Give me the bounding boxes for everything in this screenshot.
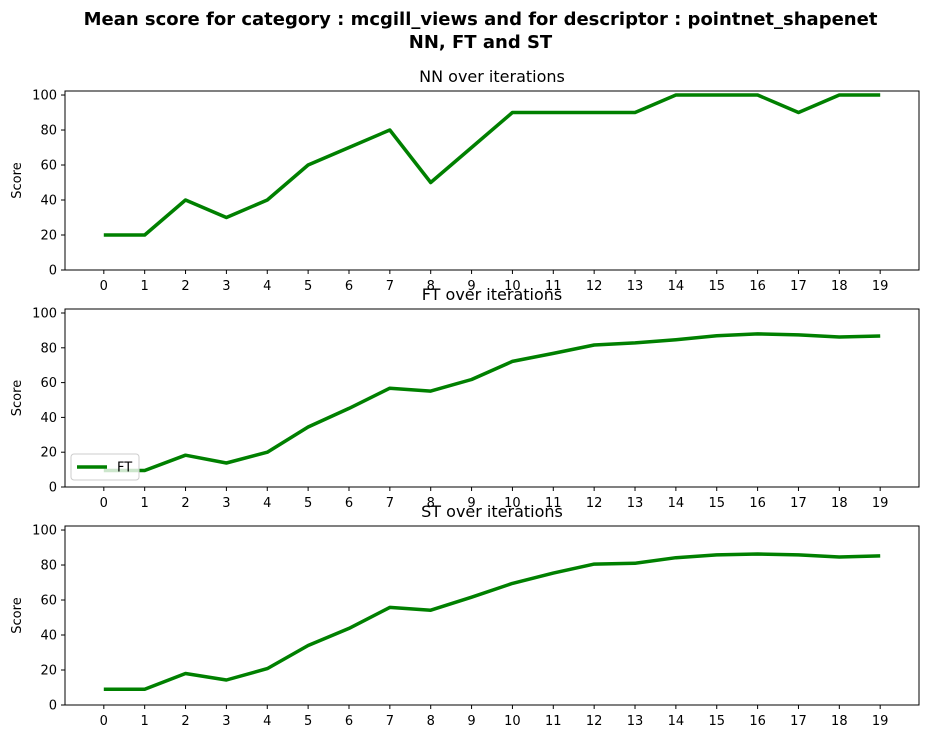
y-axis-label-1: Score [10,380,25,416]
y-tick-label: 60 [40,376,57,391]
x-tick-label: 7 [386,279,394,294]
x-tick-label: 15 [708,714,725,729]
plot-frame-0 [64,90,920,271]
x-tick-label: 11 [545,496,562,511]
y-tick-label: 80 [40,559,57,574]
x-tick-label: 13 [627,714,644,729]
x-tick-label: 10 [504,279,521,294]
y-tick-label: 60 [40,159,57,174]
y-tick-label: 20 [40,446,57,461]
y-tick-label: 20 [40,229,57,244]
x-tick-label: 11 [545,714,562,729]
series-line-0-0 [103,93,881,237]
x-tick-label: 3 [222,714,230,729]
x-tick-label: 14 [668,496,685,511]
x-tick-label: 8 [427,496,435,511]
x-tick-label: 17 [790,496,807,511]
x-tick-label: 5 [304,496,312,511]
x-tick-label: 12 [586,279,603,294]
x-tick-label: 0 [100,714,108,729]
x-tick-label: 2 [181,714,189,729]
x-tick-label: 7 [386,496,394,511]
x-tick-label: 10 [504,714,521,729]
y-tick-label: 100 [32,307,57,322]
x-tick-label: 18 [831,279,848,294]
x-tick-label: 16 [749,496,766,511]
y-tick-label: 40 [40,411,57,426]
y-axis-label-0: Score [10,162,25,198]
y-tick-label: 80 [40,124,57,139]
x-tick-label: 10 [504,496,521,511]
x-tick-label: 9 [467,279,475,294]
y-tick-label: 100 [32,524,57,539]
x-tick-label: 14 [668,714,685,729]
x-tick-label: 4 [263,496,271,511]
x-tick-label: 17 [790,279,807,294]
x-tick-label: 15 [708,496,725,511]
x-tick-label: 16 [749,714,766,729]
figure-title-line-2: NN, FT and ST [408,32,553,53]
x-tick-label: 0 [100,279,108,294]
legend-label-1: FT [117,461,132,476]
x-tick-label: 0 [100,496,108,511]
y-tick-label: 100 [32,89,57,104]
x-tick-label: 12 [586,714,603,729]
panel-title-0: NN over iterations [419,67,565,86]
x-tick-label: 9 [467,714,475,729]
x-tick-label: 3 [222,279,230,294]
x-tick-label: 5 [304,279,312,294]
x-tick-label: 19 [872,714,889,729]
x-tick-label: 7 [386,714,394,729]
y-tick-label: 0 [49,699,57,714]
x-tick-label: 4 [263,279,271,294]
x-tick-label: 4 [263,714,271,729]
x-tick-label: 5 [304,714,312,729]
x-tick-label: 19 [872,496,889,511]
x-tick-label: 1 [141,496,149,511]
plot-frame-1 [64,308,920,488]
x-tick-label: 19 [872,279,889,294]
x-tick-label: 1 [141,714,149,729]
x-tick-label: 9 [467,496,475,511]
x-tick-label: 15 [708,279,725,294]
x-tick-label: 6 [345,279,353,294]
x-tick-label: 12 [586,496,603,511]
x-tick-label: 6 [345,714,353,729]
y-tick-label: 40 [40,629,57,644]
series-line-2-0 [103,552,881,692]
y-tick-label: 0 [49,481,57,496]
y-tick-label: 60 [40,594,57,609]
x-tick-label: 6 [345,496,353,511]
panel-title-1: FT over iterations [422,285,562,304]
y-axis-label-2: Score [10,597,25,633]
x-tick-label: 13 [627,279,644,294]
panel-title-2: ST over iterations [421,502,563,521]
y-tick-label: 80 [40,341,57,356]
plot-frame-2 [64,525,920,706]
x-tick-label: 14 [668,279,685,294]
x-tick-label: 17 [790,714,807,729]
x-tick-label: 18 [831,496,848,511]
figure-title-line-1: Mean score for category : mcgill_views a… [83,9,878,30]
x-tick-label: 3 [222,496,230,511]
x-tick-label: 11 [545,279,562,294]
x-tick-label: 13 [627,496,644,511]
x-tick-label: 2 [181,496,189,511]
series-line-1-0 [103,332,881,473]
y-tick-label: 40 [40,194,57,209]
x-tick-label: 1 [141,279,149,294]
x-tick-label: 16 [749,279,766,294]
x-tick-label: 18 [831,714,848,729]
x-tick-label: 8 [427,279,435,294]
y-tick-label: 20 [40,664,57,679]
x-tick-label: 8 [427,714,435,729]
y-tick-label: 0 [49,264,57,279]
x-tick-label: 2 [181,279,189,294]
